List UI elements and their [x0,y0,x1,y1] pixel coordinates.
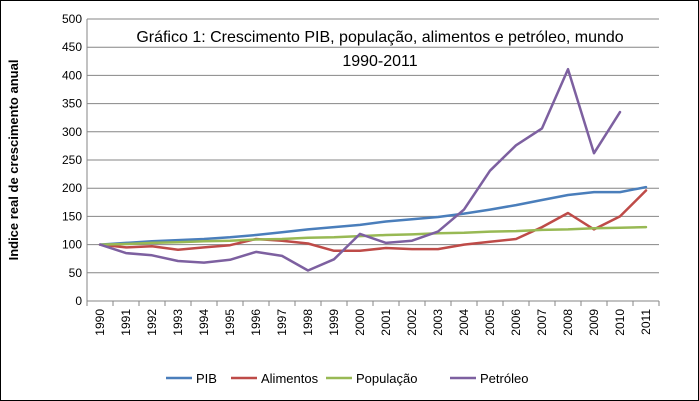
y-tick-labels: 0 50 100 150 200 250 300 350 400 450 500 [62,12,82,308]
x-tick-label: 2009 [587,309,601,336]
series-line-população [98,225,648,246]
y-tick-label: 0 [75,294,82,308]
series-line-petróleo [98,67,622,272]
y-tick-label: 100 [62,238,82,252]
y-tick-label: 450 [62,40,82,54]
x-tick-label: 2010 [613,309,627,336]
x-tick-label: 2003 [431,309,445,336]
x-tick-label: 2006 [509,309,523,336]
x-tick-label: 2005 [483,309,497,336]
x-tick-label: 2000 [353,309,367,336]
x-tick-label: 2002 [405,309,419,336]
legend: PIB Alimentos População Petróleo [166,371,528,386]
x-tick-label: 2008 [561,309,575,336]
x-tick-label: 2004 [457,309,471,336]
x-tick-labels: 1990 1991 1992 1993 1994 1995 1996 1997 1998 1999… [86,301,660,336]
legend-item-pib: PIB [166,371,217,386]
x-tick-label: 1997 [275,309,289,336]
y-tick-label: 350 [62,97,82,111]
legend-label: PIB [196,371,217,386]
x-tick-label: 1990 [93,309,107,336]
y-tick-label: 300 [62,125,82,139]
y-axis-title: Indice real de crescimento anual [6,60,21,261]
y-tick-label: 400 [62,68,82,82]
y-tick-label: 250 [62,153,82,167]
x-tick-label: 2007 [535,309,549,336]
chart-title-line-2: 1990-2011 [342,53,417,70]
series-line-alimentos [98,189,648,253]
legend-label: Alimentos [261,371,319,386]
series-line-pib [98,185,648,246]
legend-item-população: População [326,371,417,386]
chart-title-line-1: Gráfico 1: Crescimento PIB, população, a… [136,29,623,46]
x-tick-label: 1993 [171,309,185,336]
legend-item-alimentos: Alimentos [231,371,319,386]
y-tick-label: 500 [62,12,82,26]
x-tick-label: 1998 [301,309,315,336]
y-tick-label: 50 [69,266,83,280]
x-tick-label: 1995 [223,309,237,336]
y-tick-label: 200 [62,181,82,195]
x-tick-label: 2011 [639,309,653,335]
x-tick-label: 2001 [379,309,393,336]
x-tick-label: 1996 [249,309,263,336]
legend-item-petróleo: Petróleo [450,371,528,386]
y-tick-label: 150 [62,209,82,223]
x-tick-label: 1992 [145,309,159,336]
x-tick-label: 1994 [197,309,211,336]
x-tick-label: 1991 [119,309,133,336]
series-lines [98,67,648,272]
legend-label: Petróleo [480,371,528,386]
legend-label: População [356,371,417,386]
x-tick-label: 1999 [327,309,341,336]
gridlines [87,18,659,274]
